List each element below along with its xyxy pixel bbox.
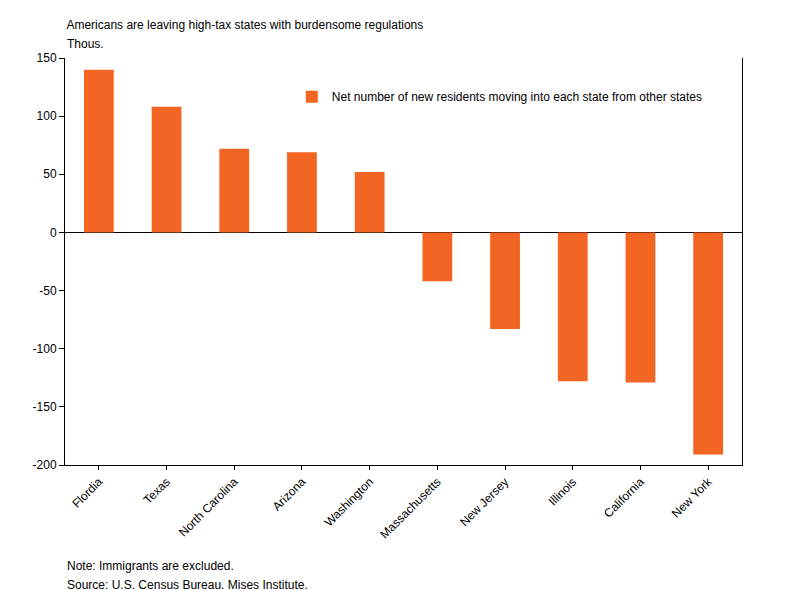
svg-text:North Carolina: North Carolina xyxy=(176,475,241,540)
svg-text:California: California xyxy=(601,475,647,521)
svg-text:150: 150 xyxy=(37,51,57,65)
svg-text:-150: -150 xyxy=(33,400,57,414)
svg-text:Texas: Texas xyxy=(141,475,173,507)
svg-text:Massachusetts: Massachusetts xyxy=(377,475,444,542)
svg-text:Washington: Washington xyxy=(322,475,376,529)
svg-text:100: 100 xyxy=(37,109,57,123)
svg-text:Illinois: Illinois xyxy=(546,475,579,508)
svg-text:Note: Immigrants are excluded.: Note: Immigrants are excluded. xyxy=(67,559,234,573)
svg-text:New Jersey: New Jersey xyxy=(457,475,511,529)
svg-text:Source: U.S. Census Bureau. Mi: Source: U.S. Census Bureau. Mises Instit… xyxy=(67,578,308,590)
svg-text:Thous.: Thous. xyxy=(67,37,104,51)
svg-text:Net number of new residents mo: Net number of new residents moving into … xyxy=(332,90,702,104)
svg-text:50: 50 xyxy=(43,167,57,181)
svg-text:Americans are leaving high-tax: Americans are leaving high-tax states wi… xyxy=(66,18,423,32)
svg-text:0: 0 xyxy=(50,226,57,240)
svg-text:Arizona: Arizona xyxy=(270,475,309,514)
svg-text:-200: -200 xyxy=(33,458,57,472)
svg-text:-100: -100 xyxy=(33,342,57,356)
svg-text:Flordia: Flordia xyxy=(69,475,105,511)
svg-text:-50: -50 xyxy=(39,284,57,298)
svg-text:New York: New York xyxy=(669,474,715,520)
